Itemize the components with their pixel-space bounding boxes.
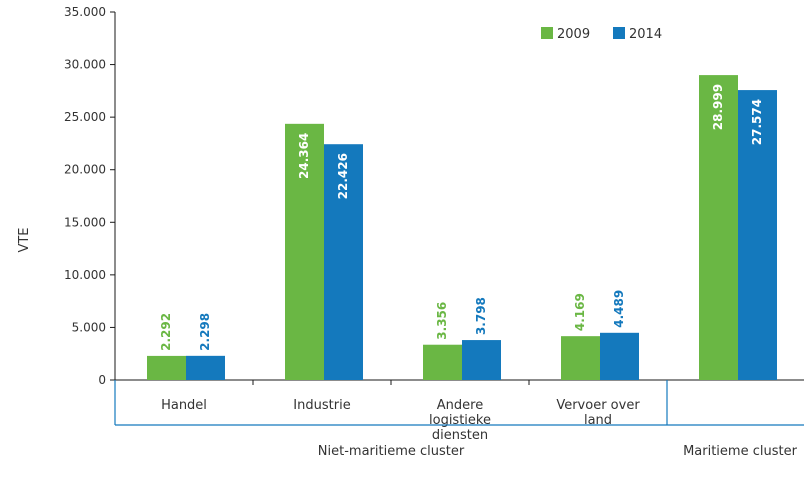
legend-swatch-2009 — [541, 27, 553, 39]
x-tick-label: Industrie — [293, 398, 350, 413]
data-label: 22.426 — [336, 153, 350, 199]
bar-2009 — [285, 123, 324, 380]
y-tick-label: 30.000 — [64, 58, 106, 72]
bar-2009 — [147, 355, 186, 380]
x-tick-label: Andere — [437, 398, 483, 413]
y-tick-label: 0 — [98, 373, 106, 387]
bar-2014 — [738, 90, 777, 380]
data-label: 3.798 — [474, 297, 488, 335]
data-label: 28.999 — [711, 84, 725, 130]
bar-2009 — [699, 75, 738, 381]
bar-2014 — [324, 144, 363, 380]
legend-label: 2014 — [629, 27, 662, 42]
y-tick-label: 25.000 — [64, 110, 106, 124]
legend-swatch-2014 — [613, 27, 625, 39]
data-label: 4.489 — [612, 290, 626, 328]
data-label: 24.364 — [297, 133, 311, 179]
bar-2014 — [462, 340, 501, 380]
y-tick-label: 10.000 — [64, 268, 106, 282]
x-tick-label: land — [584, 413, 612, 428]
data-label: 2.298 — [198, 313, 212, 351]
data-label: 4.169 — [573, 293, 587, 331]
x-tick-label: logistieke — [429, 413, 491, 428]
group-label: Maritieme cluster — [683, 444, 798, 459]
data-label: 2.292 — [159, 313, 173, 351]
x-tick-label: Handel — [161, 398, 207, 413]
y-axis-title: VTE — [17, 227, 32, 252]
bar-2009 — [423, 344, 462, 380]
bar-2014 — [600, 332, 639, 380]
bar-2009 — [561, 336, 600, 380]
y-tick-label: 15.000 — [64, 215, 106, 229]
bar-2014 — [186, 355, 225, 380]
data-label: 3.356 — [435, 302, 449, 340]
x-tick-label: Vervoer over — [556, 398, 640, 413]
y-tick-label: 20.000 — [64, 163, 106, 177]
y-tick-label: 5.000 — [72, 320, 106, 334]
y-tick-label: 35.000 — [64, 5, 106, 19]
data-label: 27.574 — [750, 99, 764, 145]
legend-label: 2009 — [557, 27, 590, 42]
x-tick-label: diensten — [432, 428, 488, 443]
group-label: Niet-maritieme cluster — [318, 444, 465, 459]
